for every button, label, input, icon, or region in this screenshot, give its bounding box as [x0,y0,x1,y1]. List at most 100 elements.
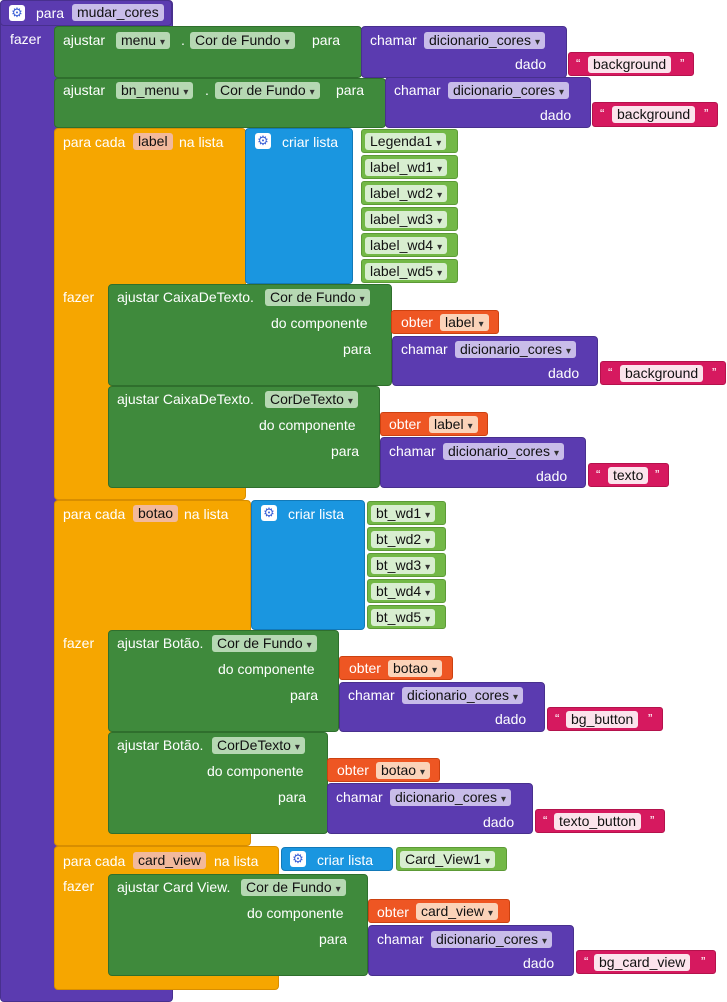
variable-dropdown[interactable]: botao ▾ [388,660,443,677]
text-value[interactable]: bg_button [566,711,639,728]
property-name: Cor de Fundo [270,289,356,305]
loop-variable[interactable]: card_view [133,852,207,869]
property-dropdown[interactable]: Cor de Fundo ▾ [215,82,320,99]
gear-icon[interactable]: ⚙ [9,5,25,21]
component-dropdown[interactable]: label_wd5 ▾ [365,263,448,280]
chevron-down-icon: ▾ [478,319,484,330]
quote-open: “ [576,56,581,71]
arg-label: dado [548,365,580,381]
chevron-down-icon: ▾ [488,908,494,919]
text-value[interactable]: background [588,56,672,73]
gear-icon[interactable]: ⚙ [290,851,306,867]
chevron-down-icon: ▾ [534,37,540,48]
of-component-label: do componente [218,661,315,677]
quote-close: ” [655,467,660,482]
property-name: Cor de Fundo [246,879,332,895]
variable-dropdown[interactable]: label ▾ [440,314,489,331]
component-dropdown[interactable]: label_wd1 ▾ [365,159,448,176]
component-dropdown[interactable]: bt_wd2 ▾ [371,531,436,548]
loop-variable[interactable]: botao [133,505,179,522]
component-dropdown[interactable]: label_wd2 ▾ [365,185,448,202]
procedure-keyword: para [36,5,65,21]
function-dropdown[interactable]: dicionario_cores ▾ [443,443,564,460]
component-name: label_wd1 [370,159,434,175]
component-dropdown[interactable]: label_wd4 ▾ [365,237,448,254]
component-dropdown[interactable]: bt_wd1 ▾ [371,505,436,522]
function-dropdown[interactable]: dicionario_cores ▾ [390,789,511,806]
property-dropdown[interactable]: Cor de Fundo ▾ [265,289,370,306]
property-dropdown[interactable]: Cor de Fundo ▾ [212,635,317,652]
function-dropdown[interactable]: dicionario_cores ▾ [424,32,545,49]
chevron-down-icon: ▾ [558,87,564,98]
text-value[interactable]: texto [608,467,649,484]
function-name: dicionario_cores [448,443,550,459]
quote-close: ” [712,365,717,380]
function-dropdown[interactable]: dicionario_cores ▾ [455,341,576,358]
of-component-label: do componente [247,905,344,921]
component-dropdown[interactable]: Legenda1 ▾ [365,133,447,150]
call-keyword: chamar [370,32,417,48]
quote-close: ” [648,711,653,726]
variable-dropdown[interactable]: botao ▾ [376,762,431,779]
chevron-down-icon: ▾ [565,346,571,357]
function-dropdown[interactable]: dicionario_cores ▾ [402,687,523,704]
variable-name: label [445,314,475,330]
set-keyword: ajustar CaixaDeTexto. [117,391,254,407]
to-keyword: para [278,789,307,805]
set-keyword: ajustar Card View. [117,879,231,895]
quote-open: “ [600,106,605,121]
component-name: label_wd3 [370,211,434,227]
component-dropdown[interactable]: Card_View1 ▾ [400,851,496,868]
chevron-down-icon: ▾ [284,37,290,48]
quote-open: “ [596,467,601,482]
create-list-block[interactable] [251,500,365,630]
call-keyword: chamar [401,341,448,357]
variable-dropdown[interactable]: label ▾ [429,416,478,433]
procedure-name-field[interactable]: mudar_cores [72,4,164,21]
to-keyword: para [319,931,348,947]
text-value[interactable]: background [620,365,704,382]
gear-icon[interactable]: ⚙ [255,133,271,149]
component-dropdown[interactable]: bt_wd4 ▾ [371,583,436,600]
call-keyword: chamar [348,687,395,703]
property-name: CorDeTexto [270,391,344,407]
loop-variable[interactable]: label [133,133,173,150]
of-component-label: do componente [259,417,356,433]
function-dropdown[interactable]: dicionario_cores ▾ [448,82,569,99]
variable-dropdown[interactable]: card_view ▾ [416,903,499,920]
chevron-down-icon: ▾ [425,536,431,547]
of-component-label: do componente [271,315,368,331]
loop-do-label: fazer [63,289,95,305]
chevron-down-icon: ▾ [541,936,547,947]
arg-label: dado [536,468,568,484]
chevron-down-icon: ▾ [294,742,300,753]
component-dropdown[interactable]: label_wd3 ▾ [365,211,448,228]
quote-close: ” [701,954,706,969]
chevron-down-icon: ▾ [425,588,431,599]
text-value[interactable]: texto_button [554,813,642,830]
variable-name: card_view [421,903,485,919]
component-dropdown[interactable]: menu ▾ [116,32,171,49]
property-dropdown[interactable]: Cor de Fundo ▾ [241,879,346,896]
component-dropdown[interactable]: bn_menu ▾ [116,82,194,99]
set-keyword: ajustar [63,82,106,98]
component-dropdown[interactable]: bt_wd3 ▾ [371,557,436,574]
component-name: label_wd4 [370,237,434,253]
chevron-down-icon: ▾ [425,614,431,625]
text-value[interactable]: background [612,106,696,123]
component-name: bn_menu [121,82,180,98]
chevron-down-icon: ▾ [309,87,315,98]
in-list-keyword: na lista [214,853,259,869]
property-dropdown[interactable]: Cor de Fundo ▾ [190,32,295,49]
to-keyword: para [331,443,360,459]
chevron-down-icon: ▾ [500,794,506,805]
loop-do-label: fazer [63,635,95,651]
gear-icon[interactable]: ⚙ [261,505,277,521]
chevron-down-icon: ▾ [437,190,443,201]
property-dropdown[interactable]: CorDeTexto ▾ [265,391,358,408]
function-dropdown[interactable]: dicionario_cores ▾ [431,931,552,948]
create-list-block[interactable] [245,128,353,284]
property-dropdown[interactable]: CorDeTexto ▾ [212,737,305,754]
component-dropdown[interactable]: bt_wd5 ▾ [371,609,436,626]
text-value[interactable]: bg_card_view [594,954,691,971]
